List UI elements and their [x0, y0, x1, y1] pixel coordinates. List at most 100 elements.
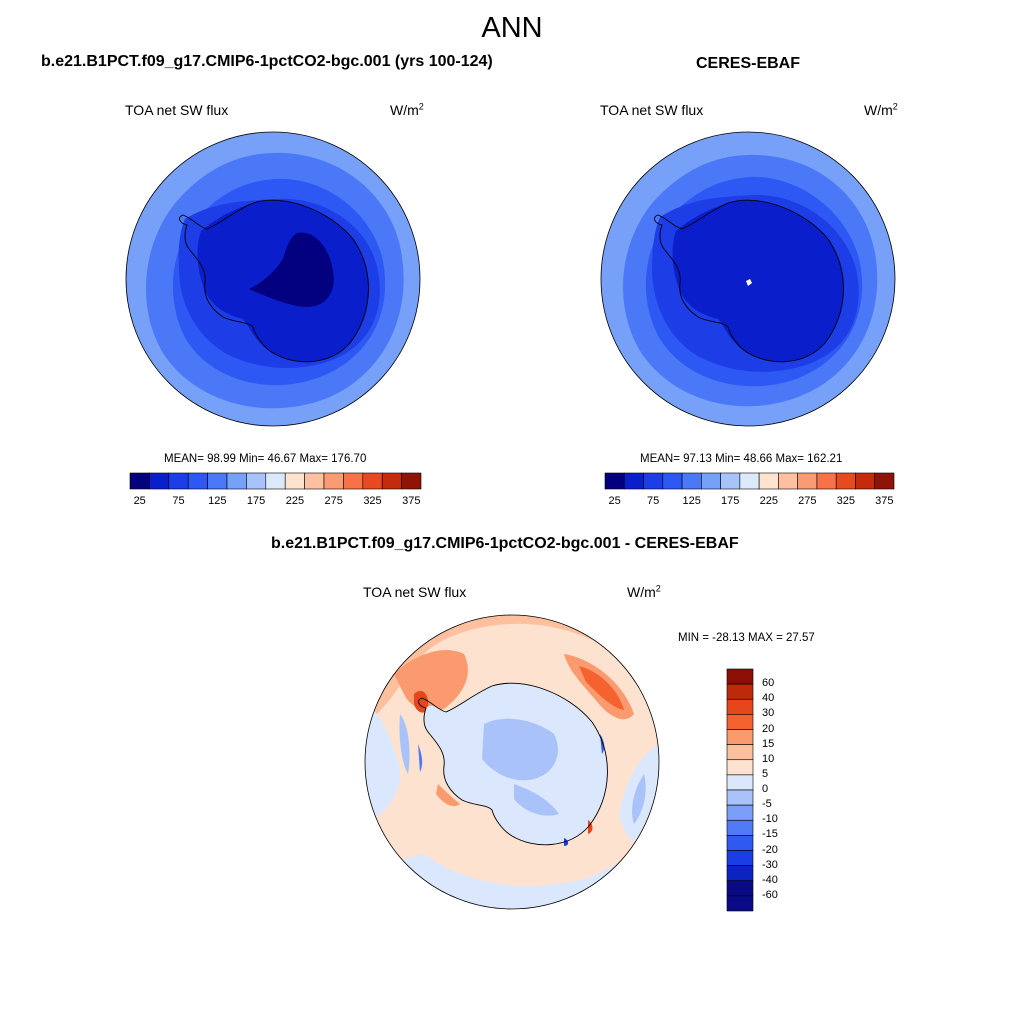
colorbar-swatch: [758, 472, 779, 490]
diff-colorbar-ticks: 60 40 30 20 15 10 5 0 -5 -10 -15 -20 -30 -40 -60: [760, 669, 800, 911]
colorbar-swatch: [623, 472, 644, 490]
left-colorbar-ticks: 25 75 125 175 225 275 325 375: [130, 495, 421, 509]
colorbar-tick-label: 375: [875, 495, 894, 507]
colorbar-tick-label: 325: [836, 495, 855, 507]
colorbar-swatch: [778, 472, 798, 490]
colorbar-swatch: [797, 472, 818, 490]
colorbar-swatch: [726, 804, 754, 821]
colorbar-swatch: [662, 472, 683, 490]
colorbar-swatch: [149, 472, 170, 490]
colorbar-swatch: [265, 472, 286, 490]
colorbar-swatch: [701, 472, 721, 490]
colorbar-tick-label: 225: [759, 495, 778, 507]
colorbar-swatch: [726, 789, 754, 806]
colorbar-swatch: [726, 759, 754, 776]
colorbar-swatch: [739, 472, 760, 490]
colorbar-swatch: [726, 865, 754, 882]
diff-units-label: W/m2: [627, 583, 661, 600]
colorbar-swatch: [187, 472, 208, 490]
colorbar-tick-label: 10: [762, 752, 775, 765]
colorbar-tick-label: 25: [608, 495, 621, 507]
colorbar-tick-label: 175: [246, 495, 266, 507]
colorbar-swatch: [726, 729, 754, 745]
diff-antarctica-coastline: [418, 682, 608, 846]
colorbar-swatch: [855, 472, 876, 490]
colorbar-swatch: [726, 895, 754, 912]
colorbar-swatch: [343, 472, 364, 490]
colorbar-swatch: [604, 472, 625, 490]
right-colorbar: [604, 472, 895, 490]
right-antarctica-coastline: [654, 199, 844, 363]
left-polar-map: [125, 131, 421, 427]
colorbar-swatch: [681, 472, 702, 490]
colorbar-tick-label: -5: [762, 798, 772, 811]
colorbar-swatch: [816, 472, 837, 490]
colorbar-swatch: [726, 819, 754, 836]
colorbar-tick-label: -15: [762, 828, 778, 841]
right-panel-title: CERES-EBAF: [696, 55, 801, 72]
colorbar-swatch: [362, 472, 383, 490]
colorbar-tick-label: 20: [762, 722, 775, 735]
colorbar-tick-label: 75: [647, 495, 660, 507]
colorbar-swatch: [323, 472, 344, 490]
diff-polar-map: [364, 614, 660, 910]
colorbar-swatch: [643, 472, 664, 490]
colorbar-swatch: [720, 472, 741, 490]
diff-stats: MIN = -28.13 MAX = 27.57: [678, 632, 815, 644]
colorbar-swatch: [129, 472, 150, 490]
colorbar-swatch: [207, 472, 228, 490]
colorbar-swatch: [304, 472, 325, 490]
colorbar-swatch: [874, 472, 895, 490]
colorbar-tick-label: 0: [762, 783, 769, 795]
colorbar-tick-label: -60: [762, 888, 778, 901]
left-field-label: TOA net SW flux: [125, 102, 229, 118]
left-colorbar: [129, 472, 422, 490]
colorbar-swatch: [726, 835, 754, 851]
colorbar-swatch: [726, 683, 754, 700]
colorbar-swatch: [401, 472, 422, 490]
left-units-label: W/m2: [390, 101, 424, 118]
colorbar-swatch: [226, 472, 247, 490]
colorbar-tick-label: 75: [172, 495, 185, 507]
colorbar-tick-label: 275: [324, 495, 343, 507]
right-stats: MEAN= 97.13 Min= 48.66 Max= 162.21: [640, 453, 843, 465]
colorbar-tick-label: 30: [762, 707, 775, 720]
colorbar-swatch: [168, 472, 189, 490]
colorbar-swatch: [726, 850, 754, 866]
colorbar-swatch: [726, 698, 754, 715]
colorbar-swatch: [726, 714, 754, 730]
left-stats: MEAN= 98.99 Min= 46.67 Max= 176.70: [164, 453, 367, 465]
colorbar-swatch: [246, 472, 267, 490]
colorbar-tick-label: 225: [285, 495, 305, 507]
colorbar-tick-label: 5: [762, 767, 769, 780]
colorbar-tick-label: 175: [721, 495, 740, 507]
colorbar-tick-label: 325: [363, 495, 382, 507]
colorbar-tick-label: 40: [762, 692, 775, 705]
colorbar-tick-label: 375: [402, 495, 421, 507]
colorbar-swatch: [381, 472, 402, 490]
diff-panel-title: b.e21.B1PCT.f09_g17.CMIP6-1pctCO2-bgc.00…: [271, 535, 739, 552]
colorbar-swatch: [726, 744, 754, 761]
colorbar-tick-label: -30: [762, 858, 778, 871]
colorbar-tick-label: 275: [798, 495, 817, 507]
colorbar-tick-label: -20: [762, 843, 778, 856]
right-field-label: TOA net SW flux: [600, 102, 704, 118]
colorbar-tick-label: 125: [682, 495, 701, 507]
colorbar-swatch: [726, 668, 754, 685]
colorbar-swatch: [726, 774, 754, 791]
right-colorbar-ticks: 25 75 125 175 225 275 325 375: [605, 495, 894, 509]
left-panel-title: b.e21.B1PCT.f09_g17.CMIP6-1pctCO2-bgc.00…: [41, 53, 493, 70]
colorbar-swatch: [284, 472, 305, 490]
colorbar-tick-label: 125: [208, 495, 227, 507]
colorbar-tick-label: -10: [762, 813, 778, 826]
diff-field-label: TOA net SW flux: [363, 584, 467, 600]
left-antarctica-coastline: [179, 199, 369, 363]
colorbar-tick-label: 15: [762, 737, 775, 750]
colorbar-tick-label: 60: [762, 677, 775, 690]
colorbar-swatch: [835, 472, 856, 490]
right-units-label: W/m2: [864, 101, 898, 118]
colorbar-swatch: [726, 880, 754, 897]
colorbar-tick-label: -40: [762, 873, 778, 886]
right-polar-map: [600, 131, 896, 427]
main-title: ANN: [481, 12, 543, 44]
